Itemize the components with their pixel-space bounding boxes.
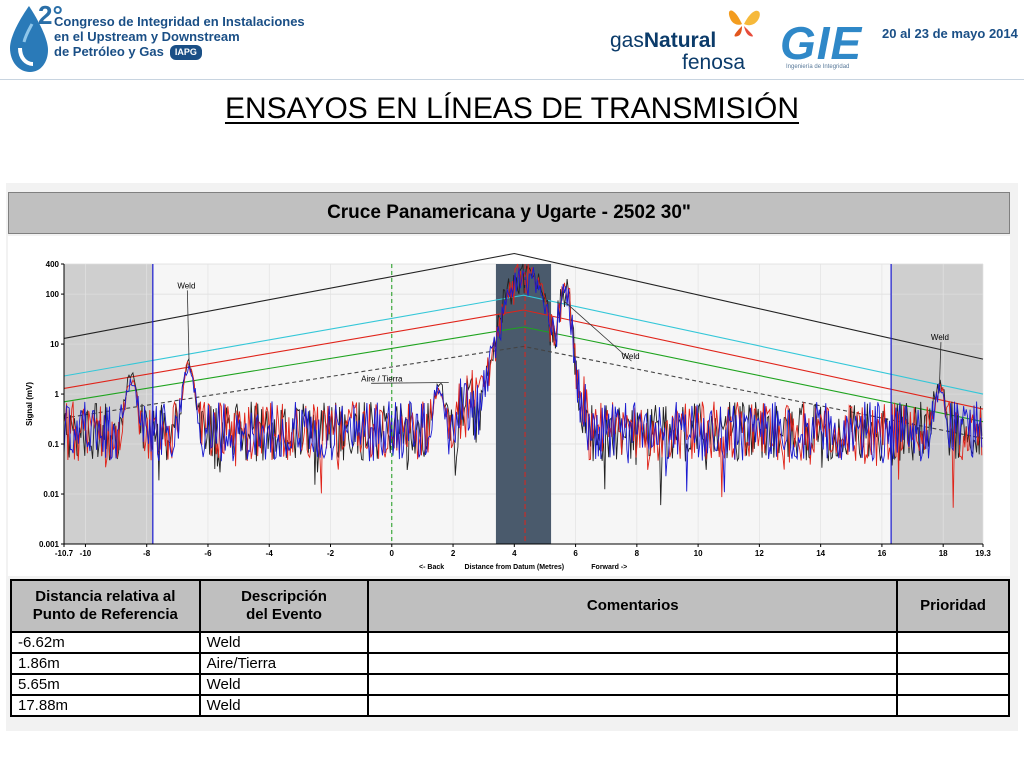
distance-cell: 17.88m [10,694,201,717]
table-row: 1.86m Aire/Tierra [10,652,1010,675]
comments-cell[interactable] [367,673,899,696]
x-tick-label: 10 [694,549,703,558]
y-tick-label: 1 [55,390,60,399]
x-tick-label: -6 [204,549,212,558]
comments-cell[interactable] [367,652,899,675]
events-table: Distancia relativa al Punto de Referencia… [10,579,1010,717]
x-tick-label: 16 [877,549,886,558]
x-tick-label: -4 [266,549,274,558]
distance-cell: 5.65m [10,673,201,696]
priority-cell[interactable] [896,652,1010,675]
priority-cell[interactable] [896,694,1010,717]
y-tick-label: 400 [46,260,60,269]
x-tick-label: 2 [451,549,456,558]
x-tick-label: 18 [939,549,948,558]
conference-ordinal: 2° [38,0,63,30]
annotation-leader [186,290,190,360]
drop-logo-icon [10,6,48,72]
x-tick-label: 4 [512,549,517,558]
threshold-line-black-dashed [63,345,984,439]
gn-natural: Natural [643,29,717,52]
conference-line-3: de Petróleo y Gas [54,44,164,59]
comments-cell[interactable] [367,694,899,717]
gas-natural-fenosa-logo: gasNatural fenosa [610,30,745,74]
gie-subtitle: Ingeniería de Integridad [786,64,850,70]
table-header-row: Distancia relativa al Punto de Referencia… [10,579,1010,633]
gn-gas: gas [610,29,644,52]
iapg-badge: IAPG [169,45,202,60]
shaded-region-left [64,264,153,544]
annotation-leader [939,342,942,384]
conference-name: Congreso de Integridad en Instalaciones … [54,14,305,60]
shaded-region-right [891,264,983,544]
x-tick-label: -10 [80,549,92,558]
x-tick-label: -10.7 [55,549,74,558]
priority-cell[interactable] [896,631,1010,654]
x-tick-label: 19.3 [975,549,991,558]
annotation-leader [371,382,449,384]
table-row: 17.88m Weld [10,694,1010,717]
x-tick-label: 14 [816,549,825,558]
annotation-label-2: Weld [622,352,640,361]
description-cell: Weld [198,694,370,717]
y-axis-label: Signal (mV) [25,382,34,426]
x-tick-label: -8 [143,549,151,558]
threshold-line-red [63,309,984,410]
priority-cell[interactable] [896,673,1010,696]
y-tick-label: 0.01 [43,490,59,499]
distance-cell: 1.86m [10,652,201,675]
table-row: -6.62m Weld [10,631,1010,654]
x-tick-label: 12 [755,549,764,558]
description-cell: Aire/Tierra [198,652,370,675]
annotation-label-0: Weld [177,281,195,290]
x-tick-label: 0 [390,549,395,558]
annotation-label-3: Weld [931,333,949,342]
column-header-description: Descripción del Evento [198,579,370,633]
table-row: 5.65m Weld [10,673,1010,696]
x-axis-label: Distance from Datum (Metres) [465,564,565,571]
chart-title: Cruce Panamericana y Ugarte - 2502 30" [327,202,691,223]
slide-header: 2° Congreso de Integridad en Instalacion… [0,0,1024,80]
annotation-label-1: Aire / Tierra [361,374,403,383]
signal-trace-blue [63,267,983,493]
column-header-distance: Distancia relativa al Punto de Referencia [10,579,201,633]
conference-line-1: Congreso de Integridad en Instalaciones [54,14,305,29]
threshold-line-cyan [63,294,984,395]
y-tick-label: 10 [50,340,59,349]
y-tick-label: 100 [46,290,60,299]
threshold-line-black [63,252,984,360]
distance-cell: -6.62m [10,631,201,654]
column-header-comments: Comentarios [367,579,899,633]
gie-logo: GIE [780,17,863,69]
butterfly-icon [728,10,760,37]
slide-title-text: ENSAYOS EN LÍNEAS DE TRANSMISIÓN [224,92,800,125]
x-axis-label-forward: Forward -> [591,564,627,571]
description-cell: Weld [198,673,370,696]
x-tick-label: 8 [635,549,640,558]
event-date: 20 al 23 de mayo 2014 [882,26,1018,41]
threshold-line-green [63,326,984,423]
y-tick-label: 0.001 [39,540,60,549]
slide-title: ENSAYOS EN LÍNEAS DE TRANSMISIÓN [0,92,1024,126]
chart-title-bar: Cruce Panamericana y Ugarte - 2502 30" [8,192,1010,234]
x-axis-label-back: <- Back [419,564,444,571]
gn-fenosa: fenosa [682,51,746,74]
x-tick-label: -2 [327,549,335,558]
annotation-leader [564,301,632,362]
x-tick-label: 6 [573,549,578,558]
comments-cell[interactable] [367,631,899,654]
column-header-priority: Prioridad [896,579,1010,633]
description-cell: Weld [198,631,370,654]
conference-line-2: en el Upstream y Downstream [54,29,240,44]
y-tick-label: 0.1 [48,440,60,449]
